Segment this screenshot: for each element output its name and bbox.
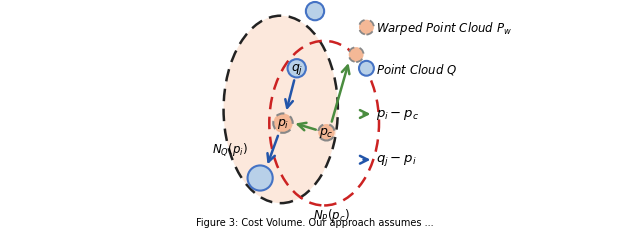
- Ellipse shape: [359, 62, 374, 76]
- Text: $q_j - p_i$: $q_j - p_i$: [375, 153, 416, 167]
- Text: Point Cloud $Q$: Point Cloud $Q$: [375, 62, 457, 76]
- Ellipse shape: [248, 166, 273, 191]
- Text: Figure 3: Cost Volume. Our approach assumes ...: Figure 3: Cost Volume. Our approach assu…: [196, 217, 434, 227]
- Ellipse shape: [306, 3, 324, 21]
- Text: $p_i$: $p_i$: [277, 117, 289, 131]
- Text: $p_c$: $p_c$: [319, 126, 334, 140]
- Ellipse shape: [318, 125, 335, 141]
- Text: Warped Point Cloud $P_w$: Warped Point Cloud $P_w$: [375, 19, 512, 36]
- Text: $q_j$: $q_j$: [290, 62, 303, 76]
- Ellipse shape: [349, 48, 364, 63]
- Text: $N_Q(p_i)$: $N_Q(p_i)$: [212, 140, 248, 157]
- Ellipse shape: [273, 114, 293, 133]
- Ellipse shape: [359, 21, 374, 35]
- Text: $p_i - p_c$: $p_i - p_c$: [375, 108, 418, 121]
- Ellipse shape: [224, 17, 338, 203]
- Ellipse shape: [287, 60, 306, 78]
- Text: $N_P(p_c)$: $N_P(p_c)$: [312, 206, 349, 223]
